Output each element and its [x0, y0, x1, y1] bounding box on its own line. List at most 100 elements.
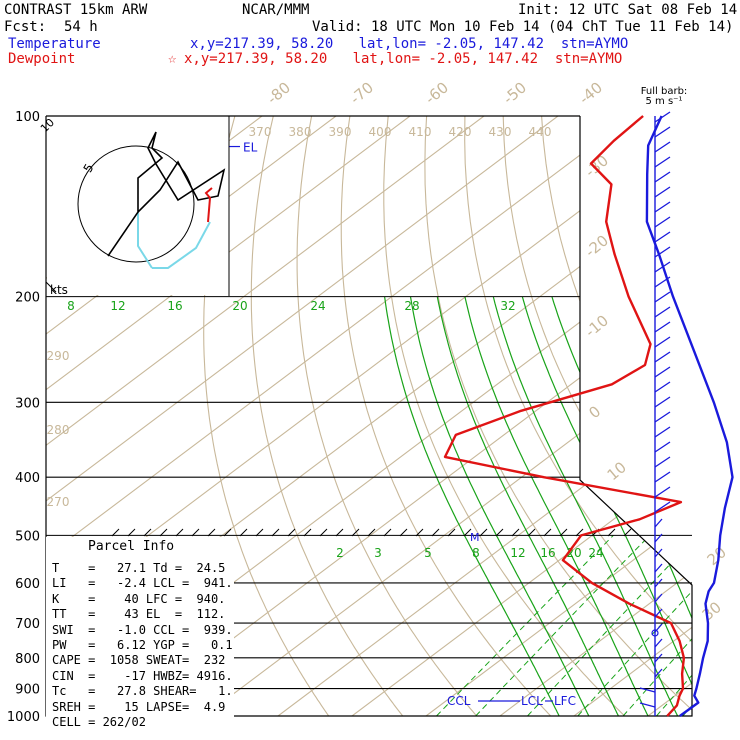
wind-calm-marker: [651, 629, 659, 637]
wind-barb: [654, 638, 663, 648]
wind-barb: [654, 201, 671, 213]
hatch-mark: [255, 528, 264, 537]
pressure-label-400: 400: [15, 471, 40, 486]
temperature-legend: Temperature: [8, 36, 101, 52]
wind-barb: [654, 186, 671, 198]
wind-barb: [654, 276, 671, 288]
isotherm-0: [499, 116, 692, 716]
dry-adiabat-290: [383, 116, 626, 716]
mixing-label-16: 16: [540, 546, 555, 560]
m-label: M: [470, 531, 480, 544]
mixing-line-3: [475, 535, 651, 716]
wind-barb-title: Full barb:: [641, 86, 688, 97]
dry-adiabat-380: [733, 116, 740, 716]
hatch-mark: [223, 528, 232, 537]
mixing-label-2: 2: [336, 546, 344, 560]
dewpoint-location: x,y=217.39, 58.20 lat,lon= -2.05, 147.42…: [184, 51, 623, 67]
dry-adiabat-250: [203, 116, 330, 716]
dewpoint-legend: Dewpoint: [8, 51, 76, 67]
wind-barb: [654, 411, 671, 423]
moist-adiabat-16: [436, 296, 619, 716]
wind-barb: [654, 231, 671, 243]
moist-label-8: 8: [67, 299, 75, 313]
pressure-label-600: 600: [15, 577, 40, 592]
wind-barb: [654, 126, 671, 138]
theta-label-390: 390: [329, 125, 352, 139]
moist-label-28: 28: [404, 299, 419, 313]
hodograph-low-trace-2: [137, 212, 153, 269]
isotherm-label--40: -40: [576, 78, 606, 108]
hatch-mark: [239, 528, 248, 537]
wind-barb: [654, 518, 663, 528]
isotherm-label-10: 10: [604, 458, 630, 484]
dry-adiabat-330: [541, 116, 692, 716]
parcel-line: K = 40 LFC = 940.: [52, 591, 226, 606]
init-time: Init: 12 UTC Sat 08 Feb 14: [518, 2, 738, 18]
dry-adiabat-260: [250, 116, 404, 716]
wind-barb: [654, 533, 663, 543]
dewpoint-profile: [443, 115, 686, 717]
wind-barb: [654, 563, 663, 573]
isotherm-label--10: -10: [582, 311, 612, 341]
wind-barb: [654, 653, 663, 663]
parcel-line: CELL = 262/02: [52, 715, 146, 729]
mixing-label-3: 3: [374, 546, 382, 560]
isotherm-label--20: -20: [582, 231, 612, 261]
hatch-mark: [527, 528, 536, 537]
isotherm-20: [647, 116, 692, 716]
theta-label-420: 420: [449, 125, 472, 139]
wind-barb: [639, 702, 656, 708]
mixing-line-2: [436, 535, 614, 716]
lfc-label: LFC: [554, 694, 576, 708]
hodograph-units: kts: [50, 283, 68, 297]
wind-barb: [654, 593, 663, 603]
temperature-profile: [645, 115, 734, 717]
hatch-mark: [447, 528, 456, 537]
parcel-line: PW = 6.12 YGP = 0.1: [52, 638, 233, 652]
wind-barb: [654, 501, 671, 513]
parcel-line: T = 27.1 Td = 24.5: [52, 561, 226, 575]
isotherm--20: [351, 116, 692, 716]
dry-adiabat-270: [296, 116, 478, 716]
theta-label-400: 400: [369, 125, 392, 139]
theta-label-440: 440: [529, 125, 552, 139]
isotherm--120: [46, 116, 411, 716]
wind-barb: [654, 486, 671, 498]
mixing-line-16: [656, 535, 692, 716]
temperature-location: x,y=217.39, 58.20 lat,lon= -2.05, 147.42…: [190, 36, 629, 52]
mixing-line-12: [622, 535, 692, 716]
theta-label-370: 370: [249, 125, 272, 139]
moist-adiabat-8: [384, 296, 560, 716]
parcel-line: CIN = -17 HWBZ= 4916.: [52, 668, 233, 683]
valid-time: Valid: 18 UTC Mon 10 Feb 14 (04 ChT Tue …: [312, 19, 734, 35]
hatch-mark: [287, 528, 296, 537]
wind-barb: [654, 156, 671, 168]
theta-label-left-290: 290: [47, 349, 70, 363]
dry-adiabat-360: [655, 116, 692, 716]
wind-barb: [654, 111, 671, 123]
hatch-mark: [511, 528, 520, 537]
dry-adiabat-280: [340, 116, 552, 716]
wind-barb: [654, 578, 663, 588]
theta-label-left-280: 280: [47, 423, 70, 437]
parcel-info-title: Parcel Info: [88, 539, 175, 554]
parcel-line: Tc = 27.8 SHEAR= 1.: [52, 684, 233, 699]
pressure-label-500: 500: [15, 529, 40, 544]
hodograph-red-segment: [204, 187, 213, 223]
hatch-mark: [399, 528, 408, 537]
wind-barb: [639, 687, 656, 693]
wind-barb: [654, 426, 671, 438]
isotherm--50: [129, 116, 692, 716]
hatch-mark: [143, 528, 152, 537]
dry-adiabat-310: [464, 116, 692, 716]
header: CONTRAST 15km ARW NCAR/MMM Init: 12 UTC …: [0, 0, 740, 70]
hodograph-low-trace: [152, 221, 211, 269]
parcel-line: SREH = 15 LAPSE= 4.9: [52, 699, 226, 714]
hatch-mark: [559, 528, 568, 537]
hatch-mark: [415, 528, 424, 537]
hatch-mark: [463, 528, 472, 537]
wind-barb-unit: 5 m s⁻¹: [646, 96, 683, 107]
moist-label-16: 16: [167, 299, 182, 313]
isotherm-label-0: 0: [585, 402, 604, 422]
theta-label-430: 430: [489, 125, 512, 139]
